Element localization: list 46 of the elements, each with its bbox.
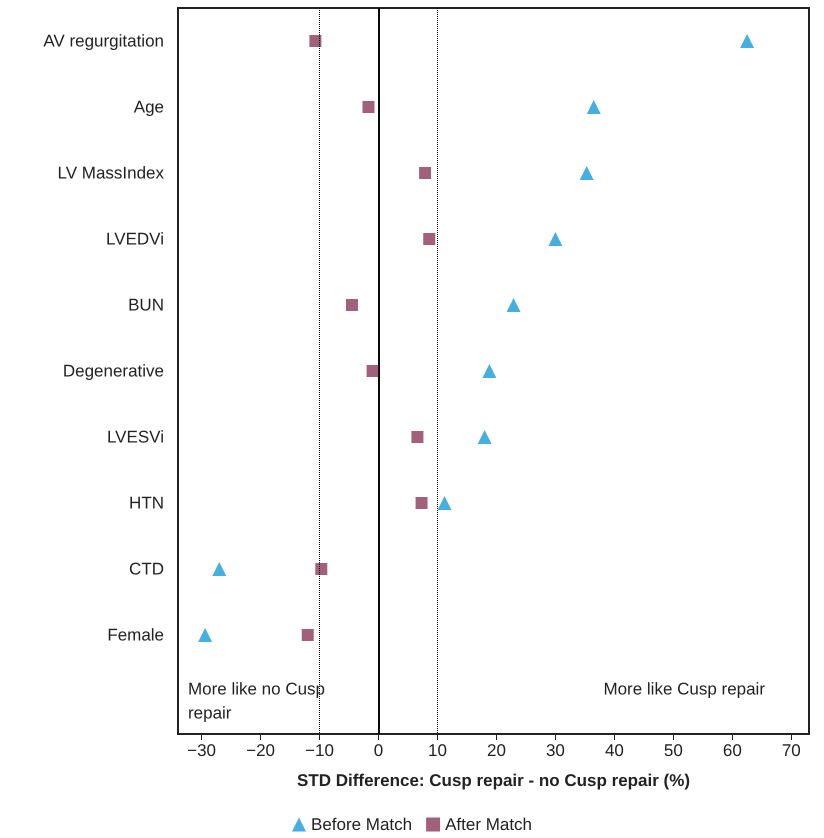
point	[362, 101, 374, 113]
point	[740, 34, 754, 48]
y-tick-label: Age	[134, 98, 164, 116]
annotation: More like Cusp repair	[603, 680, 766, 698]
x-tick-label: −20	[246, 741, 275, 760]
point	[416, 497, 428, 509]
legend-label: After Match	[445, 815, 532, 834]
x-tick-label: 60	[722, 741, 742, 760]
x-axis-title: STD Difference: Cusp repair - no Cusp repair (%)	[297, 771, 690, 790]
y-tick-label: Female	[107, 626, 164, 644]
point	[438, 496, 452, 510]
y-tick-label: CTD	[129, 560, 164, 578]
point	[198, 628, 212, 642]
point	[482, 364, 496, 378]
point	[423, 233, 436, 245]
y-tick-label: HTN	[129, 494, 164, 512]
x-tick-label: 50	[664, 741, 683, 760]
point	[580, 166, 594, 180]
x-tick-label: −30	[187, 741, 216, 760]
y-tick-label: LVESVi	[106, 428, 164, 446]
x-tick-label: 10	[428, 741, 447, 760]
x-tick-label: 40	[604, 741, 624, 760]
point	[309, 35, 322, 47]
point	[548, 232, 562, 246]
point	[302, 629, 314, 641]
point	[212, 562, 226, 576]
point	[506, 298, 521, 312]
point	[419, 167, 432, 179]
point	[366, 365, 379, 377]
y-tick-label: AV regurgitation	[43, 32, 164, 50]
y-tick-label: LVEDVi	[106, 230, 164, 248]
point	[346, 299, 358, 311]
x-tick-label: 20	[486, 741, 506, 760]
y-tick-label: Degenerative	[62, 362, 164, 380]
point	[478, 430, 492, 444]
x-tick-label: −10	[305, 741, 334, 760]
point	[411, 431, 424, 443]
x-tick-label: 70	[782, 741, 801, 760]
point	[315, 563, 328, 575]
legend-label: Before Match	[310, 815, 412, 834]
x-tick-label: 0	[374, 741, 384, 760]
y-tick-label: LV MassIndex	[58, 164, 164, 182]
x-tick-label: 30	[546, 741, 565, 760]
point	[586, 100, 601, 114]
annotation: More like no Cusp repair	[188, 680, 326, 722]
y-tick-label: BUN	[128, 296, 164, 314]
